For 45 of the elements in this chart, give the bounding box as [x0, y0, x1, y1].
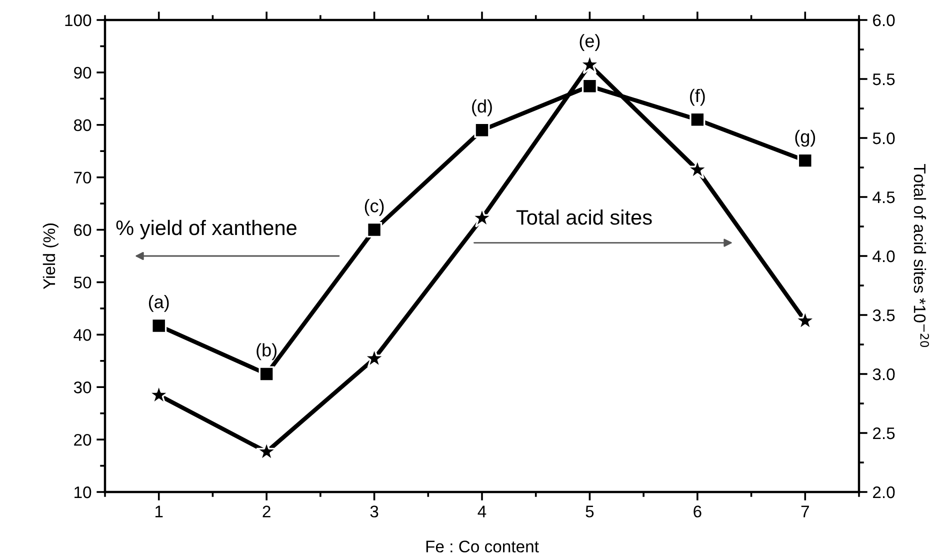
annotation: (d) — [472, 99, 492, 116]
y-tick-label: 100 — [65, 14, 92, 26]
annotation: (c) — [364, 199, 384, 216]
y2-tick-label: 6.0 — [873, 14, 895, 26]
point — [366, 222, 382, 238]
x-tick-label: 1 — [155, 506, 163, 518]
point — [151, 318, 167, 334]
y2-tick-label: 3.5 — [872, 309, 895, 322]
y2-tick-label: 5.5 — [872, 74, 895, 86]
x-tick-label: 5 — [586, 506, 594, 518]
y-axis-title: Yield (%) — [42, 224, 58, 290]
x-tick-label: 3 — [370, 506, 378, 518]
point — [797, 152, 813, 168]
y-tick-label: 60 — [74, 224, 92, 236]
y-tick-label: 90 — [74, 66, 92, 79]
x-tick-label: 2 — [262, 506, 270, 518]
x-tick-label: 7 — [801, 506, 809, 518]
y-tick-label: 10 — [74, 486, 92, 498]
y-tick-label: 30 — [74, 382, 92, 394]
y2-tick-label: 4.0 — [872, 250, 895, 262]
annotation: Total acid sites — [516, 209, 652, 225]
x-axis-title: Fe : Co content — [426, 540, 539, 552]
y-tick-label: 20 — [74, 434, 92, 446]
x-tick-label: 6 — [694, 506, 702, 518]
point — [258, 366, 274, 382]
y2-tick-label: 3.0 — [872, 368, 895, 380]
y2-tick-label: 2.0 — [873, 486, 895, 498]
annotation: % yield of xanthene — [116, 220, 296, 240]
y-tick-label: 40 — [74, 329, 92, 341]
y-tick-label: 70 — [74, 172, 92, 184]
point — [690, 112, 706, 128]
y-tick-label: 50 — [74, 276, 92, 288]
y2-tick-label: 5.0 — [872, 132, 895, 144]
point — [582, 78, 598, 94]
annotation: (e) — [580, 34, 600, 51]
x-tick-label: 4 — [478, 506, 486, 518]
annotation: (b) — [256, 343, 276, 360]
y-tick-label: 80 — [74, 119, 92, 132]
annotation: (a) — [148, 295, 169, 312]
y2-tick-label: 4.5 — [872, 192, 895, 204]
annotation: (f) — [690, 88, 705, 106]
y2-axis-title: Total of acid sites *10$^{−20}$ — [914, 164, 930, 348]
point — [474, 122, 490, 138]
y2-tick-label: 2.5 — [873, 427, 895, 440]
annotation: (g) — [795, 130, 816, 147]
